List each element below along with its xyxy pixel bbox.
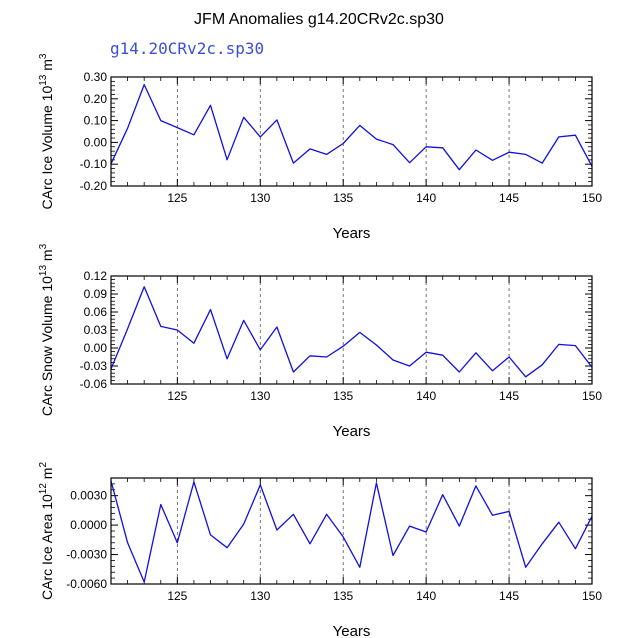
y-tick-label: 0.00 — [84, 341, 108, 355]
y-tick-label: 0.0030 — [70, 489, 107, 503]
y-tick-label: -0.0060 — [66, 577, 107, 591]
y-tick-label: 0.20 — [84, 92, 108, 106]
x-axis-label: Years — [333, 225, 371, 242]
x-tick-label: 150 — [582, 389, 602, 403]
y-tick-label: 0.10 — [84, 114, 108, 128]
panels: 125 130 135 140 145 150 -0.20 -0.10 0.00 0.10 0.20… — [38, 53, 602, 638]
x-tick-label: 130 — [250, 191, 270, 205]
x-tick-label: 150 — [582, 191, 602, 205]
figure-subtitle: g14.20CRv2c.sp30 — [110, 39, 264, 58]
x-axis-label: Years — [333, 623, 371, 638]
x-tick-label: 130 — [250, 389, 270, 403]
y-tick-label: 0.0000 — [70, 518, 107, 532]
panel-3: 125 130 135 140 145 150 -0.0060 -0.0030 0.0000 0.… — [38, 462, 602, 638]
y-tick-label: 0.30 — [84, 70, 108, 84]
panel-2: 125 130 135 140 145 150 -0.06 -0.03 0.00 0.03 0.06… — [38, 243, 602, 440]
x-tick-label: 150 — [582, 589, 602, 603]
panel-1: 125 130 135 140 145 150 -0.20 -0.10 0.00 0.10 0.20… — [38, 53, 602, 242]
x-tick-label: 135 — [333, 191, 353, 205]
y-tick-label: 0.12 — [84, 269, 108, 283]
x-tick-label: 125 — [167, 191, 187, 205]
plot-frame — [110, 477, 593, 585]
y-axis-label: CArc Ice Volume 1013 m3 — [38, 53, 55, 209]
plot-frame — [110, 76, 593, 187]
y-tick-label: -0.06 — [80, 377, 108, 391]
y-axis-label: CArc Ice Area 1012 m2 — [38, 462, 55, 601]
series-line — [110, 286, 593, 378]
plot-frame — [110, 275, 593, 385]
y-axis-label: CArc Snow Volume 1013 m3 — [38, 243, 55, 416]
x-tick-label: 135 — [333, 389, 353, 403]
x-tick-label: 140 — [416, 191, 436, 205]
x-tick-label: 140 — [416, 389, 436, 403]
x-axis-label: Years — [333, 423, 371, 440]
y-tick-label: 0.00 — [84, 135, 108, 149]
y-tick-label: -0.10 — [80, 157, 108, 171]
series-line — [110, 480, 593, 583]
y-tick-label: 0.06 — [84, 305, 108, 319]
x-tick-label: 125 — [167, 589, 187, 603]
x-tick-label: 145 — [499, 191, 519, 205]
x-tick-label: 145 — [499, 589, 519, 603]
x-tick-label: 140 — [416, 589, 436, 603]
x-tick-label: 130 — [250, 589, 270, 603]
y-tick-label: -0.03 — [80, 359, 108, 373]
y-tick-label: -0.20 — [80, 179, 108, 193]
series-line — [110, 83, 593, 171]
y-tick-label: -0.0030 — [66, 548, 107, 562]
y-tick-label: 0.09 — [84, 287, 108, 301]
y-tick-label: 0.03 — [84, 323, 108, 337]
x-tick-label: 145 — [499, 389, 519, 403]
figure-title: JFM Anomalies g14.20CRv2c.sp30 — [194, 11, 444, 28]
x-tick-label: 135 — [333, 589, 353, 603]
x-tick-label: 125 — [167, 389, 187, 403]
